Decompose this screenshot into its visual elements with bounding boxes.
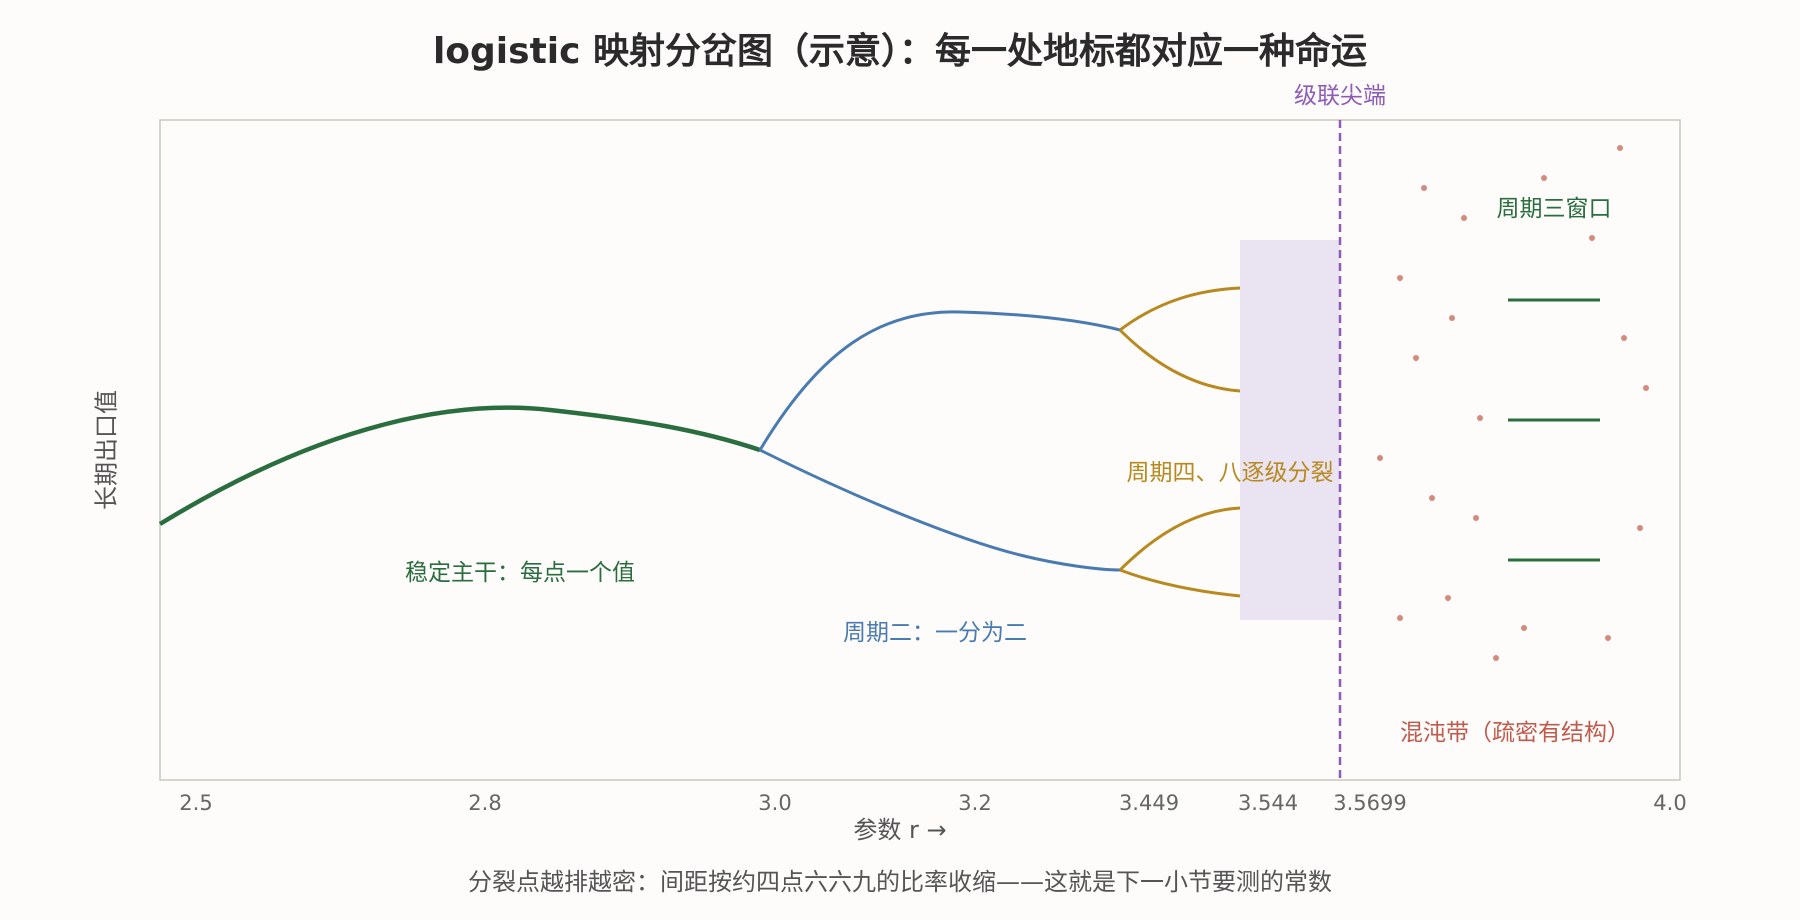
x-axis-label: 参数 r →	[853, 816, 947, 844]
x-tick-label: 3.0	[758, 791, 791, 815]
x-tick-label: 3.449	[1119, 791, 1179, 815]
plot-frame	[159, 119, 1681, 781]
period4-branch-1	[1119, 286, 1241, 332]
period2-upper-branch	[758, 310, 1121, 451]
chaos-dots	[1377, 145, 1649, 661]
x-tick-label: 4.0	[1653, 791, 1686, 815]
chaos-dot	[1413, 355, 1419, 361]
chaos-dot	[1541, 175, 1547, 181]
x-tick-label: 3.2	[958, 791, 991, 815]
chaos-dot	[1643, 385, 1649, 391]
chaos-dot	[1637, 525, 1643, 531]
cascade-tip-label: 级联尖端	[1294, 83, 1386, 109]
period2-label: 周期二：一分为二	[843, 620, 1027, 646]
caption: 分裂点越排越密：间距按约四点六六九的比率收缩——这就是下一小节要测的常数	[468, 868, 1332, 896]
chaos-dot	[1429, 495, 1435, 501]
chaos-dot	[1605, 635, 1611, 641]
chaos-dot	[1621, 335, 1627, 341]
chaos-dot	[1493, 655, 1499, 661]
period4-branch-4	[1119, 568, 1241, 598]
x-tick-label: 3.544	[1238, 791, 1298, 815]
chaos-dot	[1477, 415, 1483, 421]
chaos-dot	[1421, 185, 1427, 191]
chaos-dot	[1589, 235, 1595, 241]
x-tick-label: 3.5699	[1333, 791, 1406, 815]
period4-branch-2	[1118, 328, 1241, 393]
chaos-dot	[1377, 455, 1383, 461]
chaos-label: 混沌带（疏密有结构）	[1400, 720, 1630, 746]
chaos-dot	[1449, 315, 1455, 321]
period3-label: 周期三窗口	[1497, 196, 1612, 222]
x-tick-label: 2.5	[179, 791, 212, 815]
chaos-dot	[1473, 515, 1479, 521]
cascade-band	[1240, 240, 1340, 620]
chaos-dot	[1461, 215, 1467, 221]
period4-branch-3	[1118, 506, 1241, 572]
chaos-dot	[1397, 615, 1403, 621]
period2-lower-branch	[759, 448, 1121, 572]
chart-title: logistic 映射分岔图（示意）：每一处地标都对应一种命运	[432, 31, 1368, 72]
chaos-dot	[1617, 145, 1623, 151]
chaos-dot	[1521, 625, 1527, 631]
stable-branch	[158, 405, 761, 526]
period48-label: 周期四、八逐级分裂	[1127, 460, 1334, 486]
chaos-dot	[1445, 595, 1451, 601]
chaos-dot	[1397, 275, 1403, 281]
stable-label: 稳定主干：每点一个值	[405, 560, 635, 586]
x-tick-label: 2.8	[468, 791, 501, 815]
